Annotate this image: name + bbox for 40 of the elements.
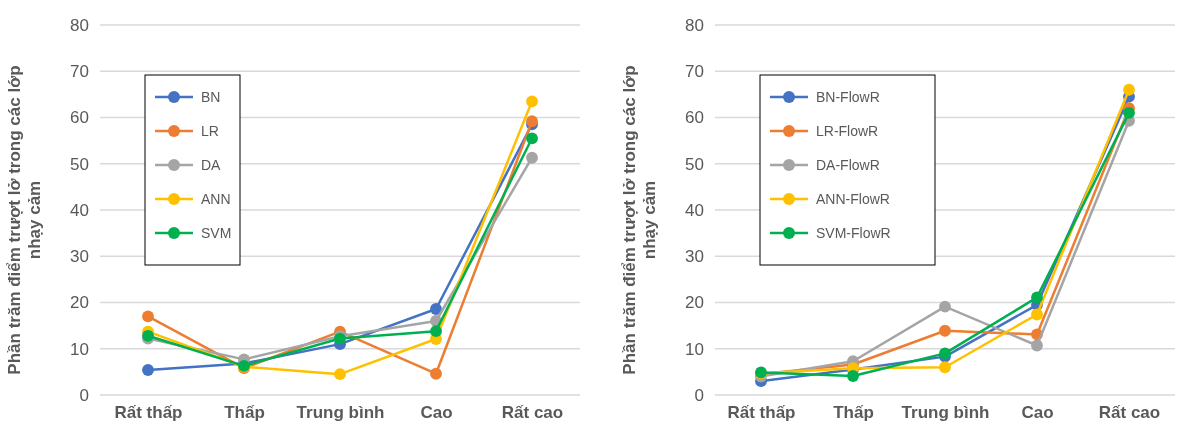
x-tick-label: Thấp [224, 403, 265, 423]
y-tick-label: 80 [685, 15, 704, 35]
y-axis-title: Phần trăm điểm trượt lở trong các lớp nhạy cảm [620, 65, 659, 375]
legend-label: BN-FlowR [816, 89, 880, 105]
y-tick-label: 80 [70, 15, 89, 35]
y-axis-title: Phần trăm điểm trượt lở trong các lớp nhạy cảm [5, 65, 44, 375]
y-tick-label: 20 [70, 293, 89, 313]
x-tick-label: Rất cao [501, 403, 564, 423]
y-tick-label: 30 [685, 247, 704, 267]
legend-label: DA [201, 157, 222, 173]
y-tick-label: 50 [70, 154, 89, 174]
legend-label: ANN-FlowR [816, 191, 890, 207]
legend-label: DA-FlowR [816, 157, 880, 173]
x-tick-label: Trung bình [296, 403, 385, 423]
x-tick-label: Rất thấp [727, 403, 796, 423]
y-tick-label: 60 [685, 108, 704, 128]
x-tick-label: Trung bình [901, 403, 990, 423]
y-tick-label: 70 [70, 62, 89, 82]
x-tick-label: Cao [420, 403, 453, 423]
y-tick-label: 40 [685, 200, 704, 220]
x-tick-label: Rất cao [1098, 403, 1161, 423]
y-tick-label: 20 [685, 293, 704, 313]
y-tick-label: 60 [70, 108, 89, 128]
y-tick-label: 0 [79, 385, 89, 405]
legend-label: LR-FlowR [816, 123, 879, 139]
y-tick-label: 70 [685, 62, 704, 82]
legend-label: BN [201, 89, 221, 105]
x-tick-label: Cao [1021, 403, 1054, 423]
legend-label: ANN [201, 191, 231, 207]
y-tick-label: 10 [685, 339, 704, 359]
y-tick-label: 30 [70, 247, 89, 267]
y-tick-label: 10 [70, 339, 89, 359]
x-tick-label: Thấp [833, 403, 874, 423]
legend-label: SVM [201, 225, 232, 241]
legend-label: SVM-FlowR [816, 225, 891, 241]
y-tick-label: 50 [685, 154, 704, 174]
y-tick-label: 40 [70, 200, 89, 220]
x-tick-label: Rất thấp [114, 403, 183, 423]
legend-label: LR [201, 123, 219, 139]
y-tick-label: 0 [694, 385, 704, 405]
